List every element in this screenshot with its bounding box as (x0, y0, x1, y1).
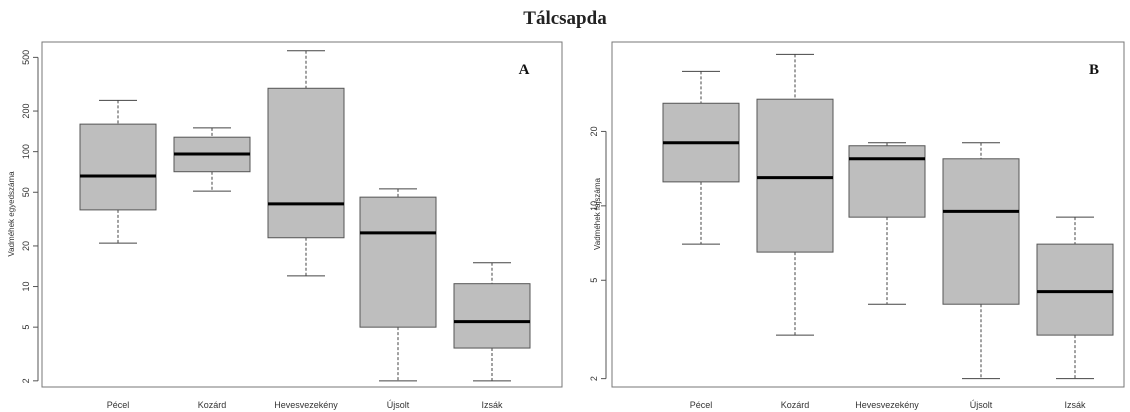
category-label: Izsák (481, 400, 503, 410)
y-tick-label: 2 (21, 378, 31, 383)
category-label: Kozárd (781, 400, 810, 410)
category-label: Kozárd (198, 400, 227, 410)
y-tick-label: 2 (589, 376, 599, 381)
y-tick-label: 200 (21, 104, 31, 119)
category-label: Újsolt (970, 400, 993, 410)
box-iqr (756, 98, 834, 253)
chart-title: Tálcsapda (523, 8, 607, 29)
y-tick-label: 5 (21, 325, 31, 330)
y-tick-label: 50 (21, 187, 31, 197)
y-tick-label: 100 (21, 144, 31, 159)
box-iqr (267, 87, 345, 239)
y-tick-label: 500 (21, 50, 31, 65)
box-iqr (1036, 243, 1114, 336)
box-iqr (942, 158, 1020, 305)
category-label: Pécel (107, 400, 130, 410)
plot-frame-A (41, 41, 563, 388)
box-iqr (79, 123, 157, 211)
y-tick-label: 20 (589, 126, 599, 136)
category-label: Pécel (690, 400, 713, 410)
category-label: Hevesvezekény (274, 400, 338, 410)
y-axis-label: Vadméhek fajszáma (593, 178, 602, 250)
box-iqr (359, 196, 437, 328)
plot-frame-B (611, 41, 1125, 388)
box-iqr (453, 283, 531, 349)
y-tick-label: 10 (21, 282, 31, 292)
category-label: Újsolt (387, 400, 410, 410)
box-iqr (848, 145, 926, 218)
category-label: Hevesvezekény (855, 400, 919, 410)
y-tick-label: 5 (589, 278, 599, 283)
category-label: Izsák (1064, 400, 1086, 410)
panel-label: A (519, 62, 530, 78)
y-tick-label: 20 (21, 241, 31, 251)
y-axis-label: Vadméhek egyedszáma (7, 171, 16, 257)
y-tick-label: 10 (589, 201, 599, 211)
panel-label: B (1089, 62, 1099, 78)
